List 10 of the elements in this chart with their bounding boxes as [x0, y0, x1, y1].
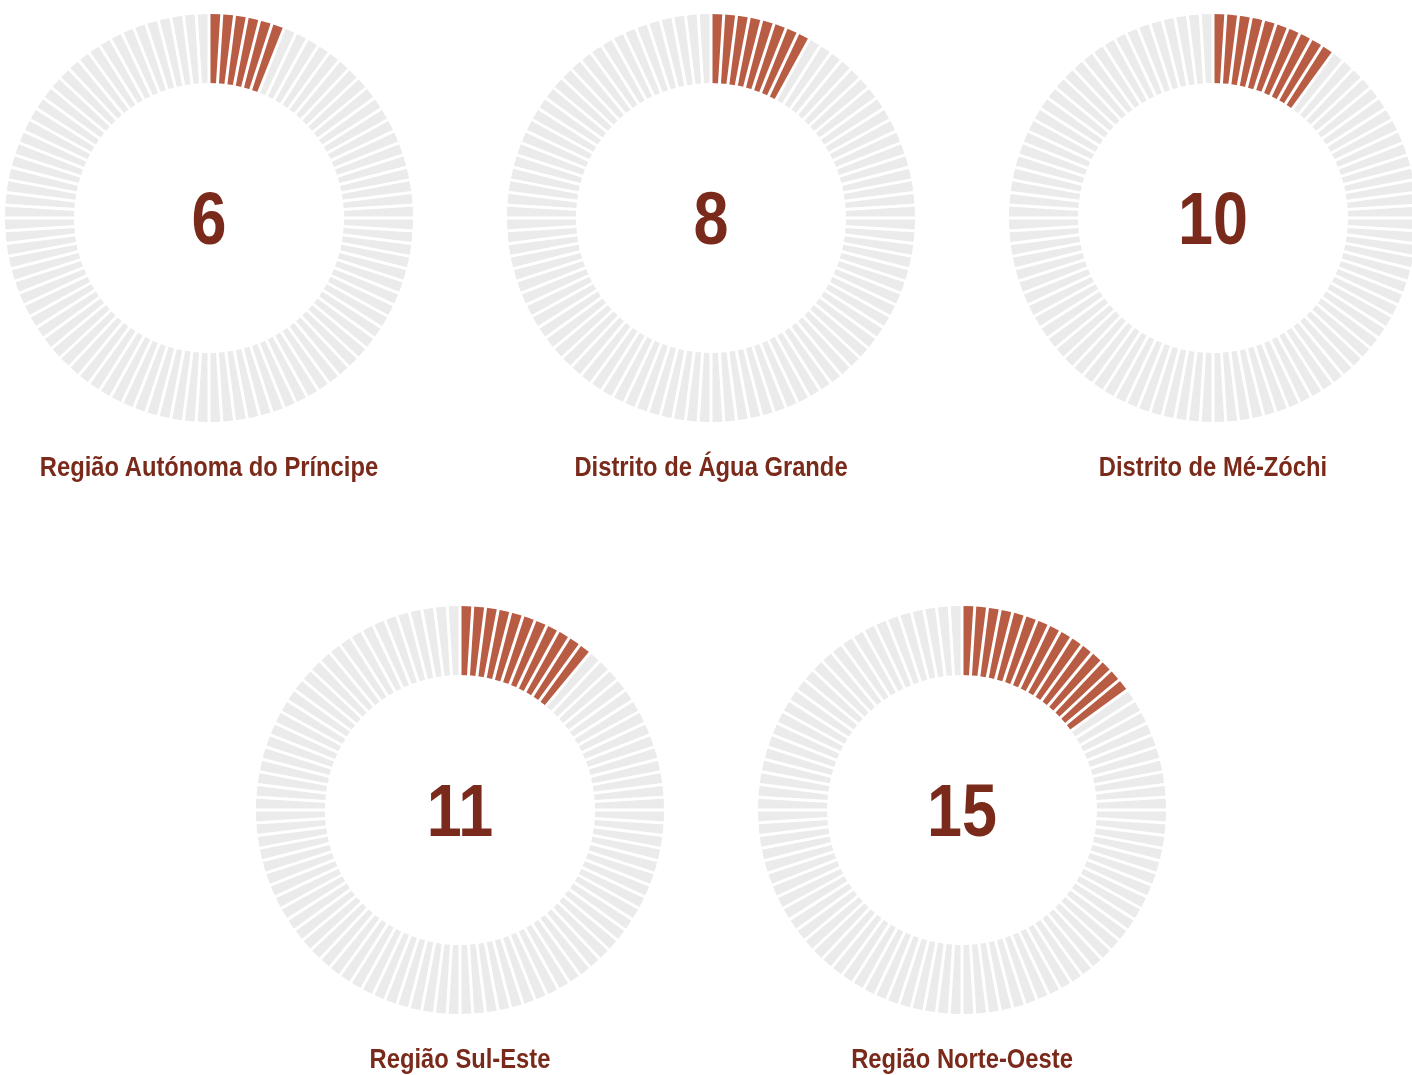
text: Distrito de Água Grande — [574, 451, 848, 482]
text: 6 — [191, 177, 227, 261]
text: 8 — [693, 177, 729, 261]
text: 10 — [1178, 177, 1248, 261]
text: 11 — [426, 769, 494, 853]
text: Região Autónoma do Príncipe — [39, 451, 379, 482]
text: Distrito de Mé-Zóchi — [1098, 451, 1328, 482]
text: Região Sul-Este — [369, 1043, 551, 1074]
text: Região Norte-Oeste — [851, 1043, 1073, 1074]
text: 15 — [927, 769, 997, 853]
